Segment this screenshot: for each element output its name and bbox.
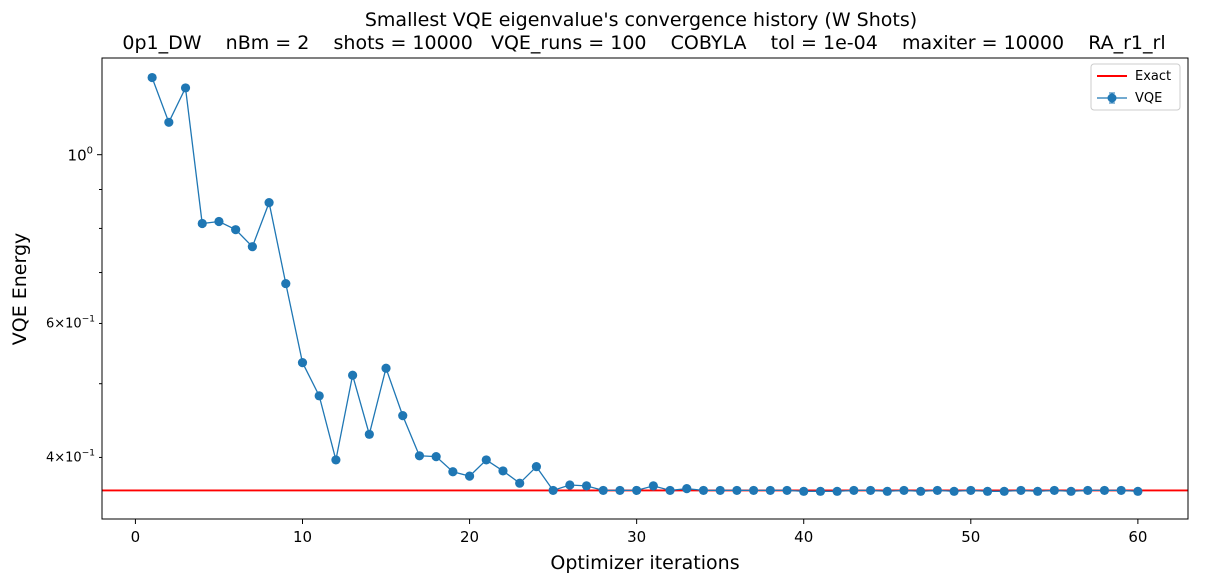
vqe-point — [598, 485, 608, 496]
vqe-point — [1116, 485, 1126, 496]
x-tick-label: 40 — [794, 528, 813, 546]
vqe-point — [481, 455, 491, 465]
vqe-point — [648, 481, 658, 491]
legend-exact-label: Exact — [1135, 69, 1171, 84]
vqe-point — [180, 83, 191, 93]
vqe-point — [882, 486, 892, 496]
vqe-point — [414, 451, 425, 461]
vqe-point — [999, 486, 1009, 496]
vqe-point — [615, 485, 625, 496]
x-axis-label: Optimizer iterations — [550, 552, 739, 574]
vqe-point — [164, 117, 174, 127]
vqe-point — [515, 478, 525, 488]
vqe-point — [865, 485, 876, 496]
vqe-point — [665, 485, 675, 496]
x-tick-label: 0 — [131, 528, 141, 546]
vqe-point — [548, 485, 558, 496]
y-minor-tick-label: 4×10−1 — [46, 448, 95, 465]
vqe-point — [749, 485, 759, 496]
chart-subtitle: 0p1_DW nBm = 2 shots = 10000 VQE_runs = … — [122, 32, 1165, 54]
vqe-point — [297, 357, 308, 368]
vqe-point — [331, 455, 341, 465]
chart-title: Smallest VQE eigenvalue's convergence hi… — [365, 9, 917, 31]
vqe-point — [197, 218, 207, 229]
vqe-point — [1066, 486, 1076, 496]
vqe-point — [1049, 485, 1059, 496]
vqe-point — [1033, 486, 1043, 496]
vqe-point — [682, 483, 692, 494]
plot-frame — [101, 57, 1189, 520]
plot-area — [102, 72, 1188, 496]
vqe-point — [247, 242, 257, 252]
vqe-point — [765, 485, 775, 496]
x-tick-label: 30 — [627, 528, 646, 546]
vqe-point — [799, 486, 809, 496]
vqe-point — [982, 486, 993, 496]
vqe-point — [698, 485, 709, 496]
vqe-point — [832, 486, 842, 496]
vqe-point — [348, 370, 358, 380]
vqe-point — [949, 486, 959, 496]
vqe-point — [431, 452, 441, 462]
x-tick-label: 60 — [1128, 528, 1147, 546]
vqe-point — [565, 480, 575, 490]
vqe-point — [966, 485, 976, 496]
vqe-point — [1016, 485, 1026, 496]
vqe-point — [448, 467, 458, 477]
vqe-point — [398, 410, 408, 421]
y-minor-tick-label: 6×10−1 — [46, 314, 95, 331]
vqe-point — [715, 485, 725, 496]
vqe-point — [147, 72, 157, 83]
vqe-point — [464, 471, 475, 481]
vqe-point — [314, 391, 324, 401]
vqe-point — [264, 198, 274, 208]
vqe-point — [364, 429, 374, 439]
vqe-series-line — [151, 77, 1138, 492]
vqe-point — [498, 466, 508, 476]
vqe-point — [214, 216, 224, 227]
axes: 0 10 20 30 40 50 60 100 6×10−1 4×10−1 — [46, 57, 1189, 546]
vqe-point — [815, 486, 826, 496]
legend-vqe-label: VQE — [1135, 91, 1162, 106]
y-minor-tick-label-exponent: −1 — [82, 314, 95, 324]
vqe-point — [1133, 486, 1143, 496]
vqe-point — [231, 225, 241, 235]
x-tick-label: 10 — [293, 528, 312, 546]
y-minor-tick-label-exponent: −1 — [82, 448, 95, 458]
vqe-point — [531, 462, 542, 472]
vqe-point — [632, 485, 642, 496]
vqe-point — [581, 481, 592, 491]
vqe-point — [899, 485, 909, 496]
vqe-point — [1083, 485, 1093, 496]
vqe-point — [281, 278, 291, 289]
vqe-point — [732, 485, 742, 496]
vqe-point — [782, 485, 792, 496]
y-major-tick-label-exponent: 0 — [87, 146, 93, 157]
y-major-tick-label: 100 — [68, 146, 93, 165]
vqe-point — [932, 485, 942, 496]
vqe-point — [849, 485, 859, 496]
vqe-point — [1099, 485, 1110, 496]
vqe-point — [916, 486, 926, 496]
legend-vqe-marker — [1107, 93, 1117, 103]
y-axis-label: VQE Energy — [9, 233, 31, 346]
vqe-point — [381, 363, 391, 373]
x-tick-label: 50 — [961, 528, 980, 546]
legend: Exact VQE — [1090, 63, 1181, 111]
x-tick-label: 20 — [460, 528, 479, 546]
